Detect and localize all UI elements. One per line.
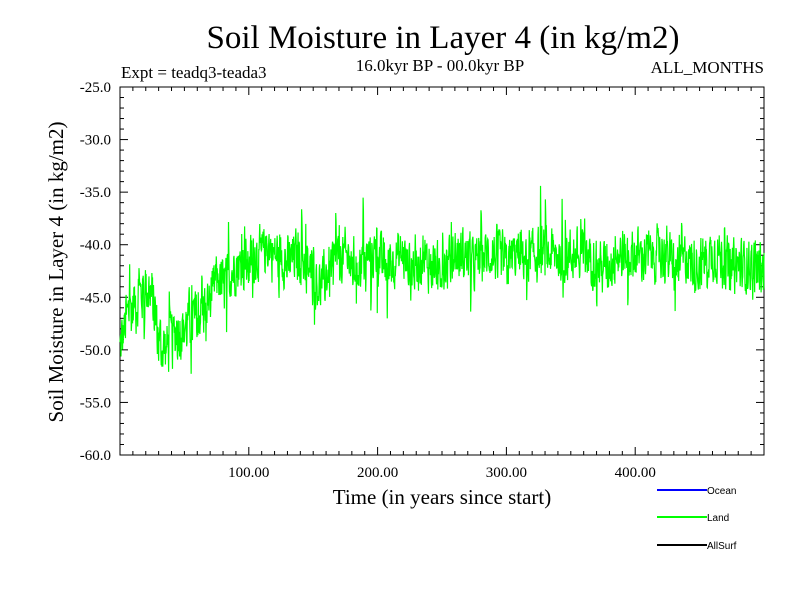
- land-series-line: [119, 185, 765, 374]
- x-axis-label: Time (in years since start): [333, 485, 552, 509]
- legend: Ocean Land AllSurf: [657, 486, 737, 552]
- x-tick-label: 400.00: [615, 465, 656, 481]
- y-tick-labels: -25.0 -30.0 -35.0 -40.0 -45.0 -50.0 -55.…: [80, 80, 111, 464]
- months-label: ALL_MONTHS: [651, 58, 764, 77]
- x-tick-label: 300.00: [486, 465, 527, 481]
- period-label: 16.0kyr BP - 00.0kyr BP: [356, 56, 524, 75]
- plot-area: [119, 86, 765, 456]
- x-tick-labels: 100.00 200.00 300.00 400.00: [228, 465, 656, 481]
- y-tick-label: -50.0: [80, 343, 111, 359]
- x-tick-label: 200.00: [357, 465, 398, 481]
- y-tick-label: -60.0: [80, 448, 111, 464]
- y-tick-label: -55.0: [80, 395, 111, 411]
- y-tick-label: -35.0: [80, 185, 111, 201]
- experiment-label: Expt = teadq3-teada3: [121, 63, 267, 82]
- legend-label-land: Land: [707, 513, 729, 524]
- chart-title: Soil Moisture in Layer 4 (in kg/m2): [207, 20, 680, 56]
- legend-label-ocean: Ocean: [707, 486, 736, 497]
- x-tick-label: 100.00: [228, 465, 269, 481]
- y-axis-label: Soil Moisture in Layer 4 (in kg/m2): [44, 122, 68, 423]
- legend-label-allsurf: AllSurf: [707, 541, 737, 552]
- y-tick-label: -40.0: [80, 238, 111, 254]
- y-tick-label: -30.0: [80, 133, 111, 149]
- y-tick-label: -45.0: [80, 290, 111, 306]
- y-tick-label: -25.0: [80, 80, 111, 96]
